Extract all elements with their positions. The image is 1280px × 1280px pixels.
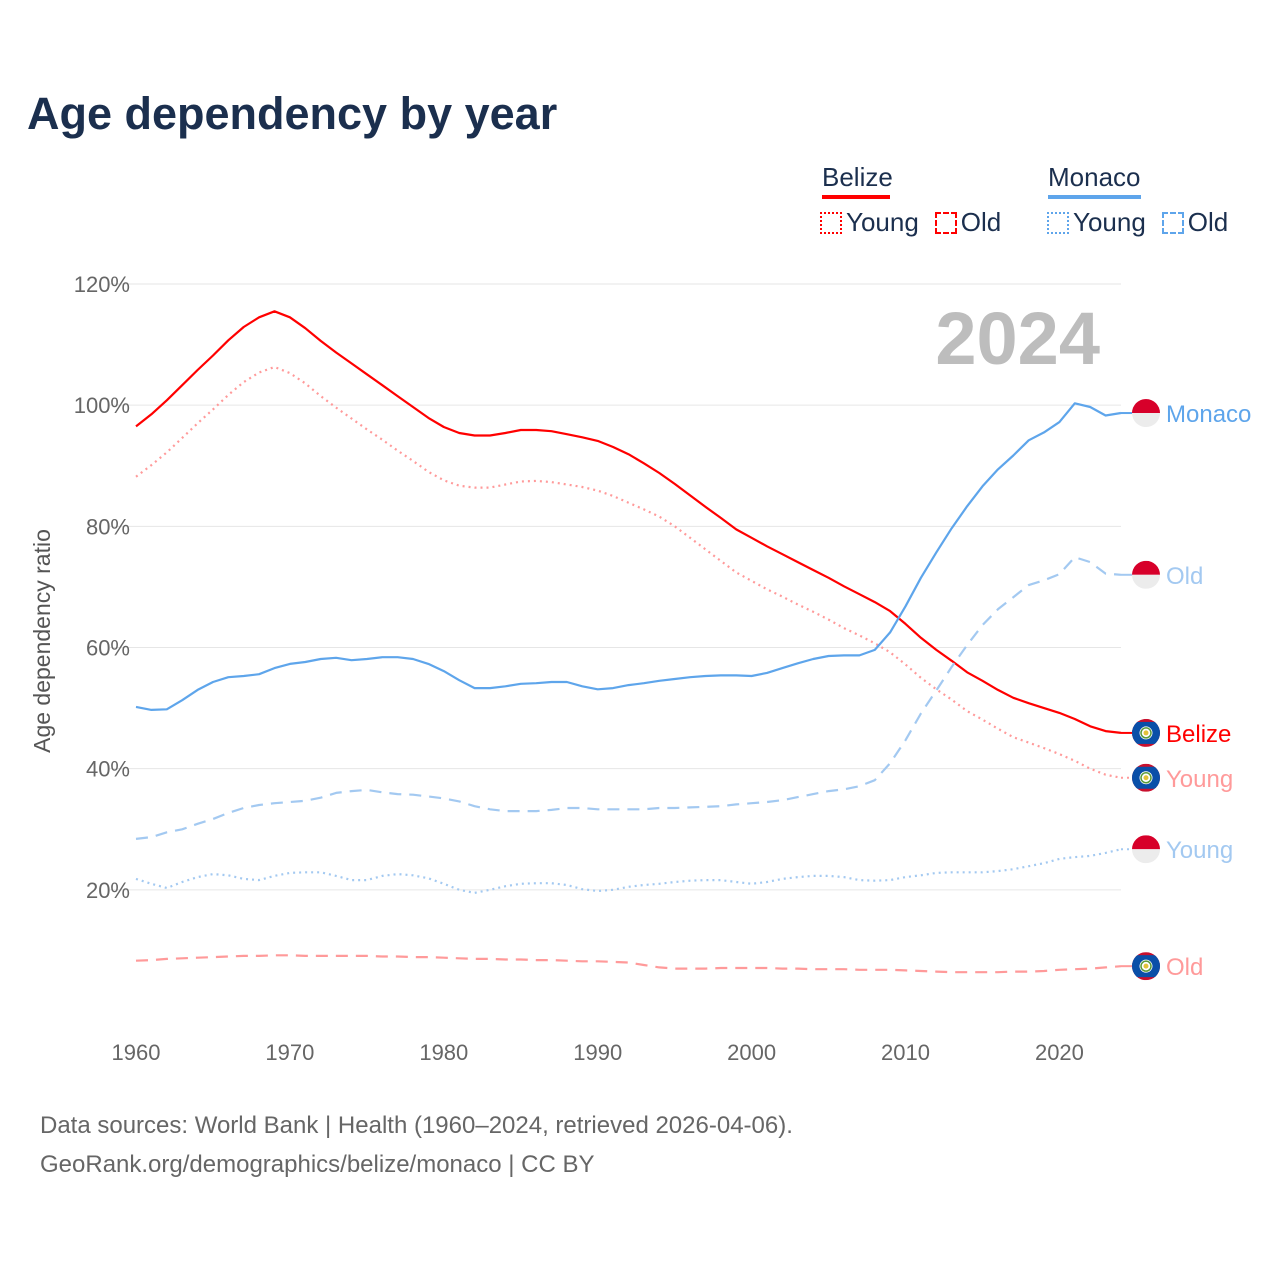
dotted-swatch-icon bbox=[1047, 211, 1069, 234]
x-tick-label: 2010 bbox=[881, 1040, 930, 1065]
dotted-swatch-icon bbox=[820, 211, 842, 234]
legend-monaco: Monaco Young Old bbox=[1047, 162, 1229, 238]
x-tick-label: 1990 bbox=[573, 1040, 622, 1065]
legend-belize-young[interactable]: Young bbox=[820, 207, 919, 238]
legend-label: Old bbox=[960, 207, 1002, 237]
y-axis-ticks: 20% 40% 60% 80% 100% 120% bbox=[74, 272, 130, 903]
legend-belize-line bbox=[822, 195, 890, 199]
legend-monaco-line bbox=[1048, 195, 1141, 199]
end-label-monaco-young: Young bbox=[1166, 837, 1233, 864]
y-tick-label: 120% bbox=[74, 272, 130, 297]
y-tick-label: 60% bbox=[86, 636, 130, 661]
gridlines bbox=[110, 283, 1121, 891]
y-tick-label: 20% bbox=[86, 878, 130, 903]
series-line-belize[interactable] bbox=[135, 310, 1122, 734]
y-axis-label: Age dependency ratio bbox=[29, 529, 55, 753]
monaco-flag-icon bbox=[1132, 835, 1160, 864]
end-labels: Monaco Old Belize Young Young Old bbox=[1121, 399, 1251, 981]
belize-flag-icon bbox=[1132, 718, 1160, 747]
legend-belize-name[interactable]: Belize bbox=[822, 162, 893, 192]
line-chart: 2024 Age dependency ratio 20% 40% 60% 80% 10… bbox=[29, 272, 1251, 1065]
current-year-label: 2024 bbox=[935, 297, 1100, 380]
series-line-monaco-young[interactable] bbox=[135, 848, 1122, 895]
monaco-flag-icon bbox=[1132, 560, 1160, 589]
end-label-monaco: Monaco bbox=[1166, 401, 1251, 428]
legend-monaco-old[interactable]: Old bbox=[1161, 207, 1229, 238]
end-label-monaco-old: Old bbox=[1166, 563, 1203, 590]
y-tick-label: 100% bbox=[74, 393, 130, 418]
data-sources-text: Data sources: World Bank | Health (1960–… bbox=[40, 1112, 793, 1139]
end-label-belize-young: Young bbox=[1166, 766, 1233, 793]
x-tick-label: 1960 bbox=[112, 1040, 161, 1065]
belize-flag-icon bbox=[1132, 952, 1160, 981]
monaco-flag-icon bbox=[1132, 399, 1160, 428]
legend-monaco-young[interactable]: Young bbox=[1047, 207, 1146, 238]
x-axis-ticks: 1960 1970 1980 1990 2000 2010 2020 bbox=[112, 1040, 1084, 1065]
end-label-belize-old: Old bbox=[1166, 954, 1203, 981]
legend-label: Young bbox=[1073, 207, 1146, 237]
legend-monaco-name[interactable]: Monaco bbox=[1048, 162, 1141, 192]
page-title: Age dependency by year bbox=[27, 88, 558, 139]
y-tick-label: 40% bbox=[86, 757, 130, 782]
x-tick-label: 2020 bbox=[1035, 1040, 1084, 1065]
legend-label: Young bbox=[846, 207, 919, 237]
legend-belize: Belize Young Old bbox=[820, 162, 1002, 238]
x-tick-label: 1980 bbox=[419, 1040, 468, 1065]
sources: Data sources: World Bank | Health (1960–… bbox=[40, 1106, 793, 1184]
source-link[interactable]: GeoRank.org/demographics/belize/monaco |… bbox=[40, 1151, 595, 1178]
series-line-monaco[interactable] bbox=[135, 402, 1122, 712]
y-tick-label: 80% bbox=[86, 514, 130, 539]
series-lines bbox=[135, 310, 1122, 974]
end-label-belize: Belize bbox=[1166, 721, 1231, 748]
legend-belize-old[interactable]: Old bbox=[934, 207, 1002, 238]
series-line-belize-young[interactable] bbox=[135, 365, 1122, 779]
x-tick-label: 1970 bbox=[265, 1040, 314, 1065]
series-line-monaco-old[interactable] bbox=[135, 556, 1122, 840]
dashed-swatch-icon bbox=[934, 211, 957, 234]
legend-label: Old bbox=[1187, 207, 1229, 237]
belize-flag-icon bbox=[1132, 763, 1160, 792]
dashed-swatch-icon bbox=[1161, 211, 1184, 234]
x-tick-label: 2000 bbox=[727, 1040, 776, 1065]
series-line-belize-old[interactable] bbox=[135, 954, 1122, 974]
